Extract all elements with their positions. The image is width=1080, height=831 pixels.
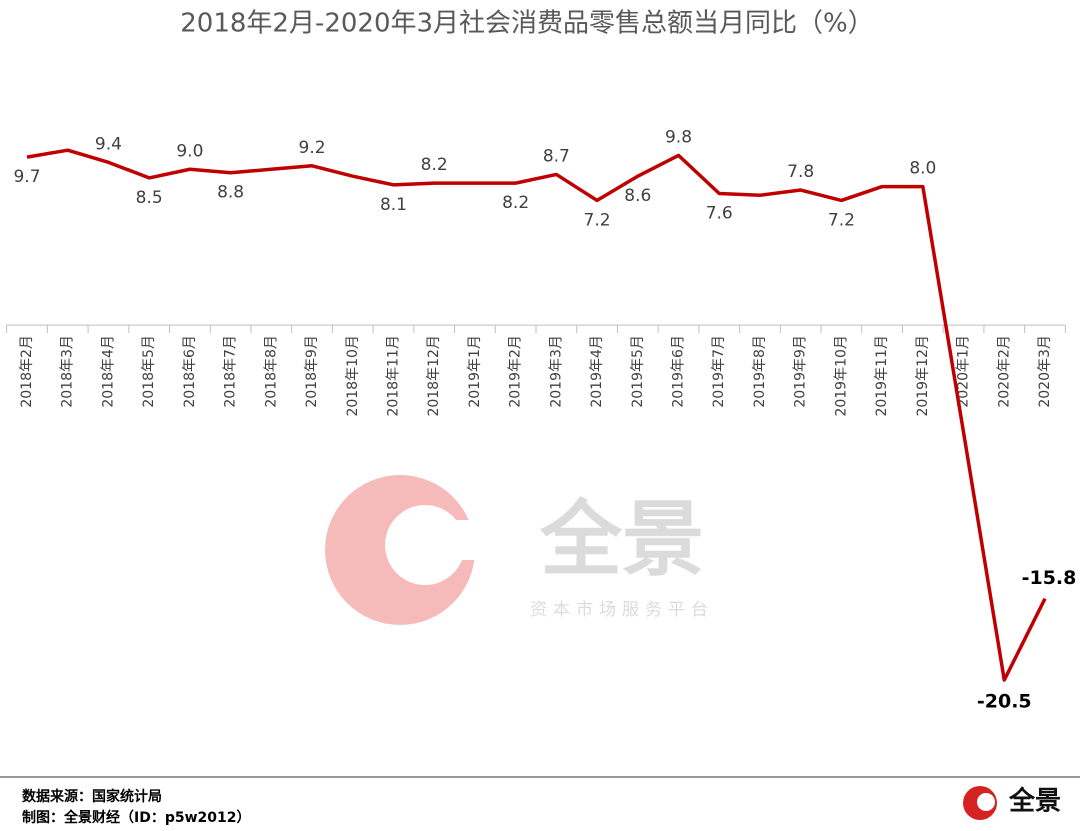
x-tick-label: 2018年8月: [263, 335, 279, 408]
x-tick-label: 2020年3月: [1037, 335, 1053, 408]
x-tick-label: 2018年5月: [141, 335, 157, 408]
data-label: -15.8: [1022, 567, 1077, 589]
watermark-logo: [325, 475, 475, 625]
watermark-logo-cut: [425, 520, 495, 560]
x-tick-label: 2018年2月: [19, 335, 35, 408]
x-tick-label: 2018年7月: [223, 335, 239, 408]
x-tick-label: 2019年5月: [630, 335, 646, 408]
data-label: 8.1: [380, 195, 407, 215]
watermark-logo-inner: [385, 505, 465, 585]
data-label: 7.6: [706, 203, 733, 223]
x-tick-label: 2018年11月: [385, 335, 401, 416]
data-label: 8.5: [136, 188, 163, 208]
data-label: 9.0: [176, 141, 203, 161]
x-tick-label: 2019年4月: [589, 335, 605, 408]
data-label: 7.2: [828, 210, 855, 230]
data-line: [26, 148, 1047, 682]
chart-title: 2018年2月-2020年3月社会消费品零售总额当月同比（%）: [180, 9, 874, 39]
x-tick-label: 2019年3月: [548, 335, 564, 408]
x-tick-label: 2019年9月: [793, 335, 809, 408]
watermark-tagline: 资本市场服务平台: [530, 600, 714, 620]
x-tick-label: 2020年1月: [956, 335, 972, 408]
x-tick-label: 2018年9月: [304, 335, 320, 408]
data-label: 9.7: [13, 167, 40, 187]
data-label: 8.6: [624, 186, 651, 206]
x-tick-label: 2019年7月: [711, 335, 727, 408]
x-tick-label: 2019年12月: [915, 335, 931, 416]
x-tick-label: 2019年2月: [508, 335, 524, 408]
footer-credit: 制图：全景财经（ID：p5w2012）: [22, 809, 251, 826]
x-tick-label: 2019年6月: [671, 335, 687, 408]
data-label: -20.5: [977, 691, 1032, 713]
watermark: 全景 资本市场服务平台: [325, 475, 714, 625]
data-label: 9.8: [665, 127, 692, 147]
x-tick-label: 2018年3月: [60, 335, 76, 408]
data-label: 8.0: [909, 159, 936, 179]
x-tick-label: 2018年6月: [182, 335, 198, 408]
data-label: 8.2: [421, 155, 448, 175]
data-label: 7.2: [584, 210, 611, 230]
data-label: 8.2: [502, 193, 529, 213]
watermark-name: 全景: [539, 492, 704, 587]
x-tick-label: 2018年10月: [345, 335, 361, 416]
x-tick-label: 2019年8月: [752, 335, 768, 408]
x-tick-label: 2019年10月: [833, 335, 849, 416]
footer-logo-inner: [977, 793, 995, 811]
footer-source: 数据来源：国家统计局: [22, 788, 162, 805]
data-label: 7.8: [787, 162, 814, 182]
x-tick-label: 2020年2月: [996, 335, 1012, 408]
x-tick-label: 2018年12月: [426, 335, 442, 416]
data-label: 9.4: [95, 134, 122, 154]
x-tick-label: 2018年4月: [100, 335, 116, 408]
data-label: 8.8: [217, 183, 244, 203]
data-label: 9.2: [299, 138, 326, 158]
x-tick-label: 2019年11月: [874, 335, 890, 416]
footer-logo: 全景: [1008, 786, 1061, 817]
x-tick-label: 2019年1月: [467, 335, 483, 408]
data-label: 8.7: [543, 146, 570, 166]
